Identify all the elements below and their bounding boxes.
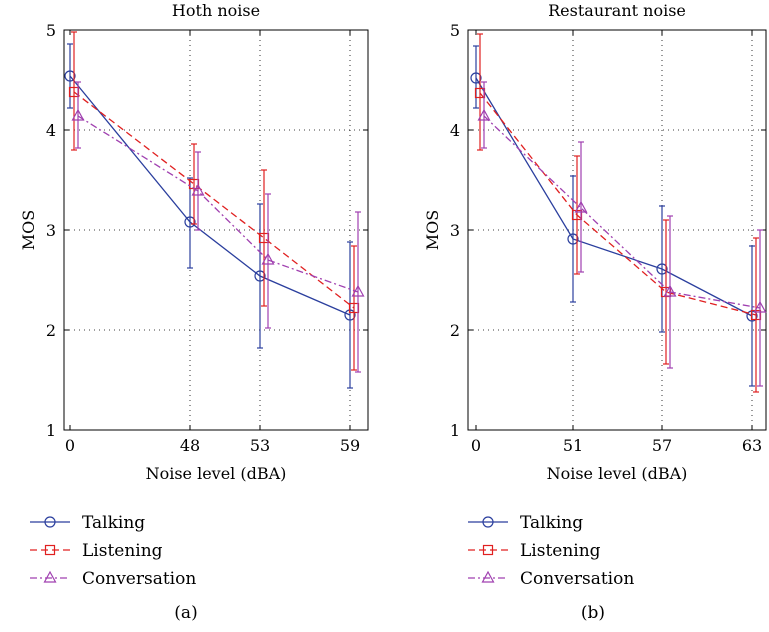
x-tick-label: 57 [652, 436, 672, 455]
y-tick-label: 3 [450, 221, 460, 240]
data-point [184, 216, 196, 228]
legend-marker [482, 516, 494, 528]
y-tick-label: 5 [46, 21, 56, 40]
y-tick-label: 2 [450, 321, 460, 340]
series-line [77, 115, 359, 293]
y-axis-label: MOS [423, 210, 442, 250]
data-point [351, 284, 365, 297]
data-point [574, 200, 588, 213]
y-tick-label: 2 [46, 321, 56, 340]
data-point [567, 233, 579, 245]
y-tick-label: 4 [46, 121, 56, 140]
chart-panel-1: 1 2 3 4 5 0 51 57 63 Restaurant noise Noise level … [423, 1, 767, 623]
x-tick-label: 48 [180, 436, 200, 455]
y-tick-label: 4 [450, 121, 460, 140]
data-point [656, 263, 668, 275]
legend-label: Listening [82, 541, 163, 561]
panel-caption: (a) [174, 603, 197, 623]
legend-marker [481, 570, 495, 583]
legend-marker [44, 544, 56, 556]
x-tick-label: 59 [340, 436, 360, 455]
data-point [470, 72, 482, 84]
x-tick-label: 51 [563, 436, 583, 455]
plot-frame [467, 29, 767, 431]
y-tick-label: 5 [450, 21, 460, 40]
data-point [663, 284, 677, 297]
data-point [261, 252, 275, 265]
series-line [475, 77, 753, 317]
data-point [71, 108, 85, 121]
data-point [191, 183, 205, 196]
legend-label: Listening [520, 541, 601, 561]
chart-title: Restaurant noise [548, 1, 686, 20]
series-line [479, 92, 757, 316]
legend: Talking Listening Conversation [30, 513, 196, 589]
panel-caption: (b) [581, 603, 605, 623]
data-point [477, 108, 491, 121]
x-tick-label: 53 [250, 436, 270, 455]
series-listening [68, 31, 360, 371]
legend-label: Conversation [520, 569, 634, 589]
legend-label: Conversation [82, 569, 196, 589]
series-talking [470, 45, 758, 387]
y-tick-label: 1 [450, 421, 460, 440]
y-axis-label: MOS [19, 210, 38, 250]
legend-label: Talking [520, 513, 583, 533]
x-axis-label: Noise level (dBA) [547, 464, 688, 483]
data-point [64, 70, 76, 82]
y-tick-label: 1 [46, 421, 56, 440]
legend-marker [482, 544, 494, 556]
series-line [69, 75, 351, 316]
y-tick-label: 3 [46, 221, 56, 240]
data-point [753, 300, 767, 313]
chart-panel-0: 1 2 3 4 5 0 48 53 59 Hoth noise Noise level (dBA) M… [19, 1, 369, 623]
legend-marker [43, 570, 57, 583]
data-point [254, 270, 266, 282]
x-tick-label: 0 [65, 436, 75, 455]
legend-marker [44, 516, 56, 528]
series-conversation [71, 81, 365, 373]
x-axis-label: Noise level (dBA) [146, 464, 287, 483]
x-tick-label: 0 [471, 436, 481, 455]
series-conversation [477, 81, 767, 387]
series-listening [474, 33, 762, 393]
series-line [483, 115, 761, 309]
legend: Talking Listening Conversation [468, 513, 634, 589]
series-talking [64, 43, 356, 389]
chart-title: Hoth noise [172, 1, 260, 20]
legend-label: Talking [82, 513, 145, 533]
x-tick-label: 63 [742, 436, 762, 455]
